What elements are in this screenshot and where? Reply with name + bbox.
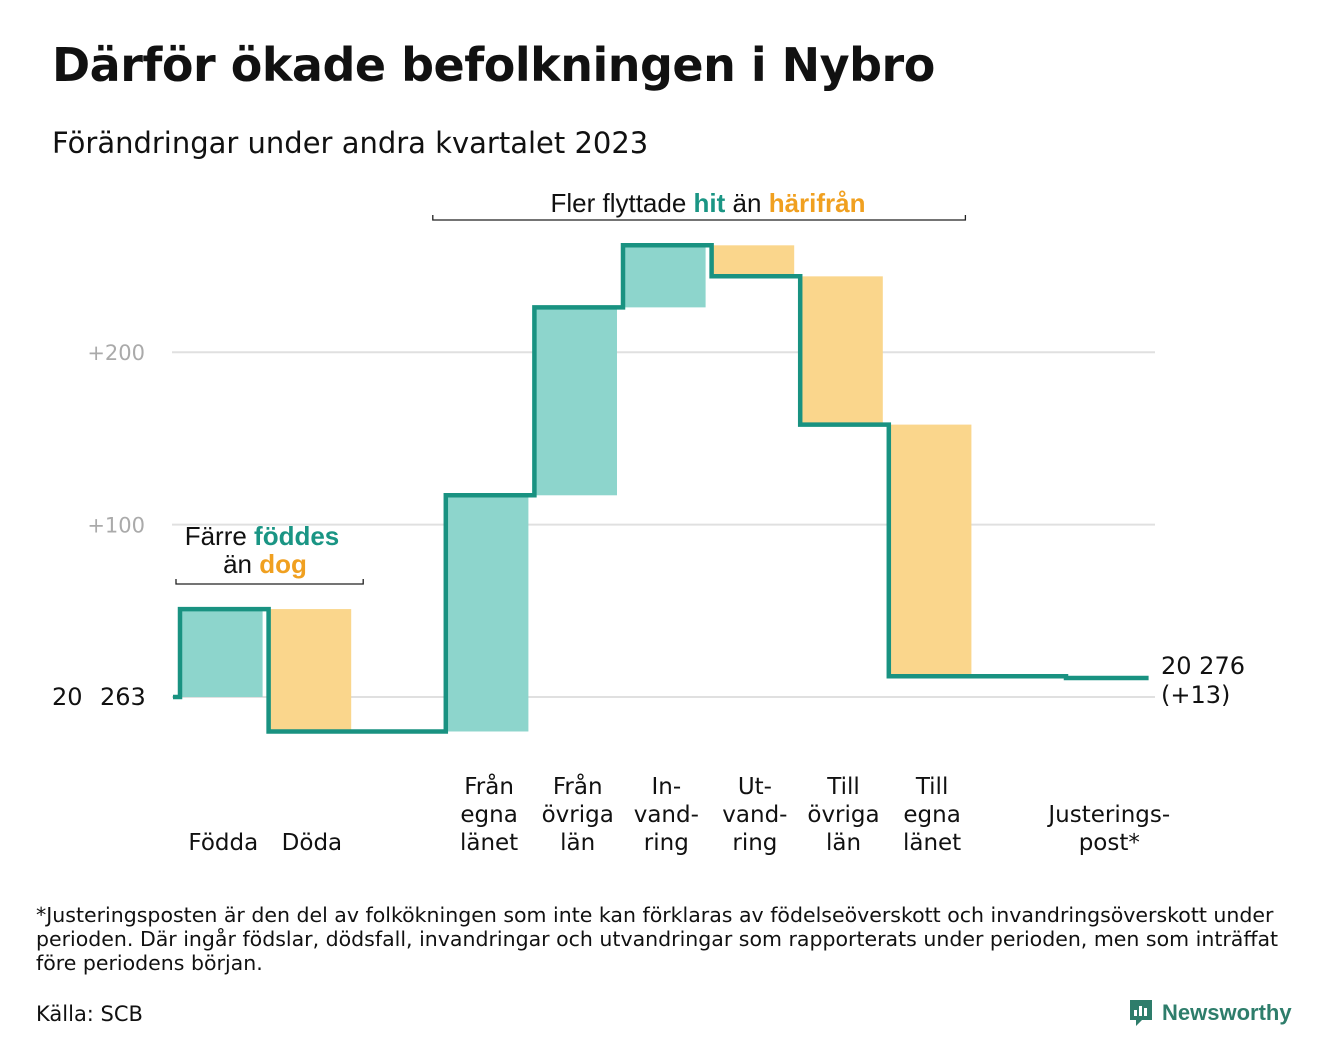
category-label: Döda — [282, 830, 342, 856]
outflow-bar — [268, 609, 352, 732]
category-label: Till — [826, 774, 860, 800]
inflow-bar — [180, 609, 263, 697]
category-label: vand- — [634, 802, 699, 828]
category-label: Justerings- — [1046, 802, 1170, 828]
brand-logo: Newsworthy — [1128, 998, 1292, 1028]
y-tick-label: +100 — [87, 514, 145, 538]
category-label: län — [560, 830, 595, 856]
outflow-bar — [711, 245, 795, 277]
bracket-line — [432, 215, 967, 221]
category-label: post* — [1079, 830, 1140, 856]
outflow-bar — [888, 424, 972, 677]
category-label: Från — [553, 772, 603, 800]
end-value-label: 20 276 — [1161, 652, 1245, 680]
annotation-birth-line2: än dog — [223, 549, 307, 579]
category-label: län — [826, 830, 861, 856]
bars — [180, 245, 972, 732]
category-label: övriga — [542, 802, 614, 828]
y-tick-label: +200 — [87, 341, 145, 365]
footnote: *Justeringsposten är den del av folkökni… — [36, 903, 1279, 975]
outflow-bar — [800, 276, 883, 425]
bracket-line — [175, 579, 364, 585]
category-label: Från — [464, 772, 514, 800]
start-value-label: 20 263 — [52, 683, 146, 711]
chart-title: Därför ökade befolkningen i Nybro — [52, 38, 935, 92]
category-label: länet — [460, 830, 518, 856]
source-text: Källa: SCB — [36, 1002, 143, 1026]
category-label: ring — [732, 830, 777, 856]
chart-subtitle: Förändringar under andra kvartalet 2023 — [52, 126, 649, 160]
inflow-bar — [445, 495, 529, 732]
annotation-migration: Fler flyttade hit än härifrån — [550, 188, 865, 218]
step-line — [173, 243, 1149, 734]
category-label: Till — [915, 774, 949, 800]
inflow-bar — [623, 245, 706, 308]
category-label: Ut- — [738, 774, 772, 800]
category-label: Födda — [188, 830, 258, 856]
category-label: länet — [903, 830, 961, 856]
category-label: egna — [460, 802, 517, 828]
category-label: ring — [644, 830, 689, 856]
brand-name: Newsworthy — [1162, 1000, 1292, 1025]
end-change-label: (+13) — [1161, 681, 1230, 709]
annotation-birth-line1: Färre föddes — [185, 521, 340, 551]
inflow-bar — [534, 307, 617, 496]
category-label: In- — [651, 774, 681, 800]
category-label: övriga — [807, 802, 879, 828]
cumulative-step-line — [173, 243, 1149, 734]
newsworthy-logo-icon — [1130, 1000, 1152, 1026]
category-label: egna — [903, 802, 960, 828]
category-label: vand- — [722, 802, 787, 828]
